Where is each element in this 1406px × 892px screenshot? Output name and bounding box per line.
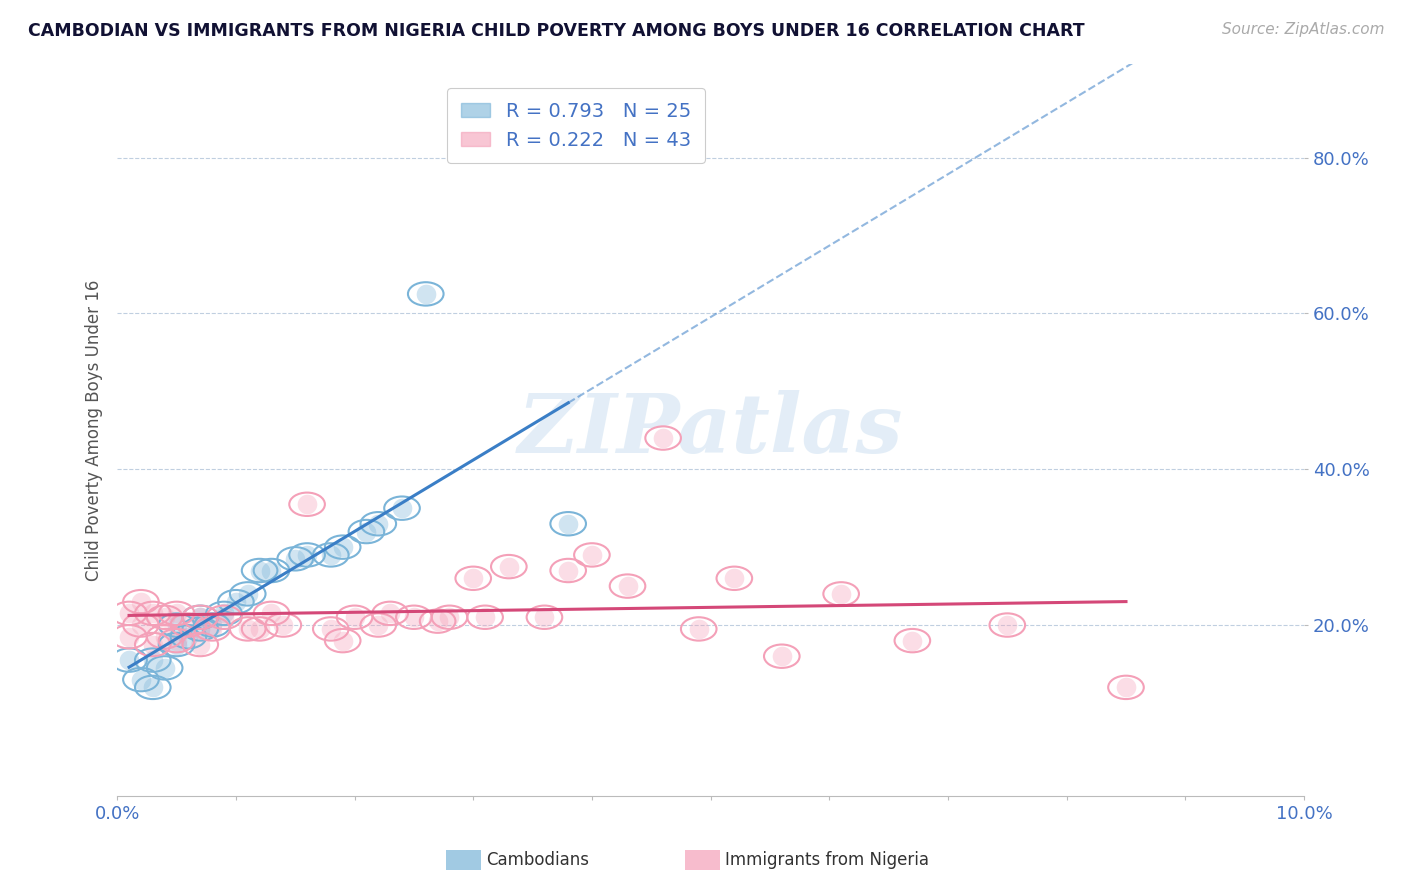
Point — [129, 618, 152, 632]
Point — [332, 540, 354, 554]
Point — [581, 548, 603, 562]
Point — [343, 610, 366, 624]
Point — [142, 638, 165, 652]
Point — [236, 622, 259, 636]
Point — [688, 622, 710, 636]
Point — [391, 501, 413, 516]
Point — [129, 595, 152, 609]
Point — [212, 607, 235, 621]
Point — [153, 610, 176, 624]
Point — [295, 497, 318, 511]
Point — [367, 516, 389, 531]
Point — [188, 622, 211, 636]
Point — [284, 551, 307, 566]
Point — [319, 548, 342, 562]
Point — [830, 587, 852, 601]
Text: Immigrants from Nigeria: Immigrants from Nigeria — [725, 851, 929, 869]
Text: CAMBODIAN VS IMMIGRANTS FROM NIGERIA CHILD POVERTY AMONG BOYS UNDER 16 CORRELATI: CAMBODIAN VS IMMIGRANTS FROM NIGERIA CHI… — [28, 22, 1085, 40]
Point — [557, 564, 579, 578]
Point — [356, 524, 378, 539]
Point — [166, 607, 188, 621]
Point — [439, 610, 461, 624]
Point — [249, 564, 271, 578]
Point — [236, 587, 259, 601]
Point — [142, 681, 165, 695]
Point — [260, 607, 283, 621]
Point — [402, 610, 425, 624]
Point — [770, 649, 793, 664]
Text: ZIPatlas: ZIPatlas — [517, 391, 903, 470]
Point — [177, 630, 200, 644]
Point — [332, 633, 354, 648]
Point — [153, 630, 176, 644]
Text: Source: ZipAtlas.com: Source: ZipAtlas.com — [1222, 22, 1385, 37]
Point — [118, 630, 141, 644]
Point — [249, 622, 271, 636]
Point — [557, 516, 579, 531]
Legend: R = 0.793   N = 25, R = 0.222   N = 43: R = 0.793 N = 25, R = 0.222 N = 43 — [447, 88, 704, 163]
Point — [166, 618, 188, 632]
Y-axis label: Child Poverty Among Boys Under 16: Child Poverty Among Boys Under 16 — [86, 279, 103, 581]
Point — [367, 618, 389, 632]
Point — [118, 653, 141, 667]
Point — [153, 661, 176, 675]
Point — [319, 622, 342, 636]
Point — [995, 618, 1018, 632]
Point — [166, 633, 188, 648]
Point — [212, 610, 235, 624]
Point — [616, 579, 638, 593]
Point — [723, 571, 745, 585]
Point — [142, 607, 165, 621]
Point — [166, 638, 188, 652]
Point — [533, 610, 555, 624]
Point — [426, 614, 449, 628]
Point — [225, 595, 247, 609]
Point — [142, 653, 165, 667]
Point — [260, 564, 283, 578]
Point — [201, 622, 224, 636]
Point — [295, 548, 318, 562]
Point — [415, 286, 437, 301]
Point — [188, 610, 211, 624]
Point — [129, 673, 152, 687]
Point — [273, 618, 295, 632]
Point — [378, 607, 401, 621]
Text: Cambodians: Cambodians — [486, 851, 589, 869]
Point — [177, 618, 200, 632]
Point — [474, 610, 496, 624]
Point — [652, 431, 675, 445]
Point — [188, 610, 211, 624]
Point — [498, 559, 520, 574]
Point — [901, 633, 924, 648]
Point — [118, 607, 141, 621]
Point — [1115, 681, 1137, 695]
Point — [201, 618, 224, 632]
Point — [188, 638, 211, 652]
Point — [463, 571, 485, 585]
